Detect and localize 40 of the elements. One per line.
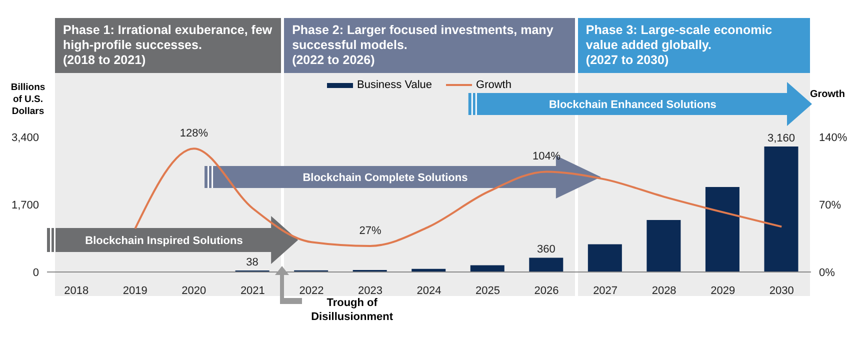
annotation: Blockchain Inspired Solutions: [85, 235, 243, 247]
y-tick-label: 3,400: [11, 132, 39, 144]
x-tick-label: 2021: [240, 284, 265, 297]
x-tick-label: 2028: [652, 284, 676, 297]
data-label: 128%: [180, 128, 208, 140]
x-tick-label: 2025: [476, 284, 500, 297]
data-label: 27%: [359, 224, 382, 237]
data-label: 3,160: [767, 132, 795, 145]
x-tick-label: 2027: [593, 284, 618, 297]
y-tick-label: 0: [32, 266, 39, 279]
y-axis-title: Billions of U.S. Dollars: [10, 82, 46, 118]
bar: [529, 258, 564, 272]
text: Phase 3: Large-scale economic value added globally. (2027 to 2030): [578, 18, 810, 73]
y-tick-label: 1,700: [11, 199, 39, 212]
text: Phase 1: Irrational exuberance, few high-profile successes. (2018 to 2021): [55, 18, 282, 73]
bar: [764, 146, 798, 272]
x-tick-label: 2024: [416, 284, 442, 297]
data-label: 38: [246, 256, 258, 268]
y2-tick-label: 0%: [819, 266, 836, 279]
legend-label: Business Value: [356, 79, 432, 91]
bar: [705, 187, 740, 272]
bar: [646, 220, 681, 272]
data-label: 360: [536, 244, 556, 256]
x-tick-label: 2022: [299, 284, 324, 297]
legend-label: Growth: [475, 79, 512, 91]
x-tick-label: 2026: [534, 284, 559, 297]
y2-axis-title: Growth: [810, 89, 845, 100]
x-tick-label: 2018: [64, 284, 89, 297]
text: Phase 2: Larger focused investments, many successful models. (2022 to 2026): [284, 18, 575, 73]
annotation: Blockchain Complete Solutions: [302, 172, 468, 184]
x-tick-label: 2030: [769, 284, 794, 297]
text: Trough of Disillusionment: [310, 296, 394, 324]
bar: [588, 244, 622, 272]
x-tick-label: 2020: [182, 284, 206, 297]
data-label: 104%: [532, 150, 561, 163]
x-tick-label: 2019: [122, 284, 148, 297]
y2-tick-label: 140%: [819, 132, 848, 144]
x-tick-label: 2029: [710, 284, 736, 297]
x-tick-label: 2023: [358, 284, 382, 297]
y2-tick-label: 70%: [819, 199, 842, 212]
